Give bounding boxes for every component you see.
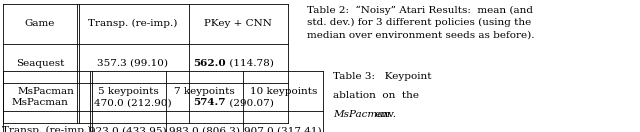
Text: 983.0 (806.3): 983.0 (806.3)	[170, 126, 240, 132]
Text: 923.0 (433.95): 923.0 (433.95)	[89, 126, 167, 132]
Text: MsPacman: MsPacman	[12, 98, 68, 107]
Text: Table 2:  “Noisy” Atari Results:  mean (and
std. dev.) for 3 different policies : Table 2: “Noisy” Atari Results: mean (an…	[307, 5, 534, 39]
Text: 470.0 (212.90): 470.0 (212.90)	[94, 98, 172, 107]
Text: 5 keypoints: 5 keypoints	[98, 87, 158, 96]
Text: Transp. (re-imp.): Transp. (re-imp.)	[2, 126, 91, 132]
Text: 907.0 (317.41): 907.0 (317.41)	[244, 126, 322, 132]
Text: Seaquest: Seaquest	[16, 59, 64, 68]
Text: env.: env.	[372, 110, 397, 119]
Text: PKey + CNN: PKey + CNN	[204, 19, 273, 28]
Text: Table 3:   Keypoint: Table 3: Keypoint	[333, 72, 431, 81]
Text: MsPacman: MsPacman	[333, 110, 390, 119]
Text: 7 keypoints: 7 keypoints	[175, 87, 235, 96]
Text: ablation  on  the: ablation on the	[333, 91, 419, 100]
Text: 357.3 (99.10): 357.3 (99.10)	[97, 59, 168, 68]
Text: 10 keypoints: 10 keypoints	[250, 87, 317, 96]
Text: 574.7: 574.7	[193, 98, 226, 107]
Text: Transp. (re-imp.): Transp. (re-imp.)	[88, 19, 177, 28]
Text: Game: Game	[25, 19, 55, 28]
Text: MsPacman: MsPacman	[18, 87, 75, 96]
Text: 562.0: 562.0	[193, 59, 226, 68]
Text: (290.07): (290.07)	[226, 98, 274, 107]
Text: (114.78): (114.78)	[226, 59, 274, 68]
